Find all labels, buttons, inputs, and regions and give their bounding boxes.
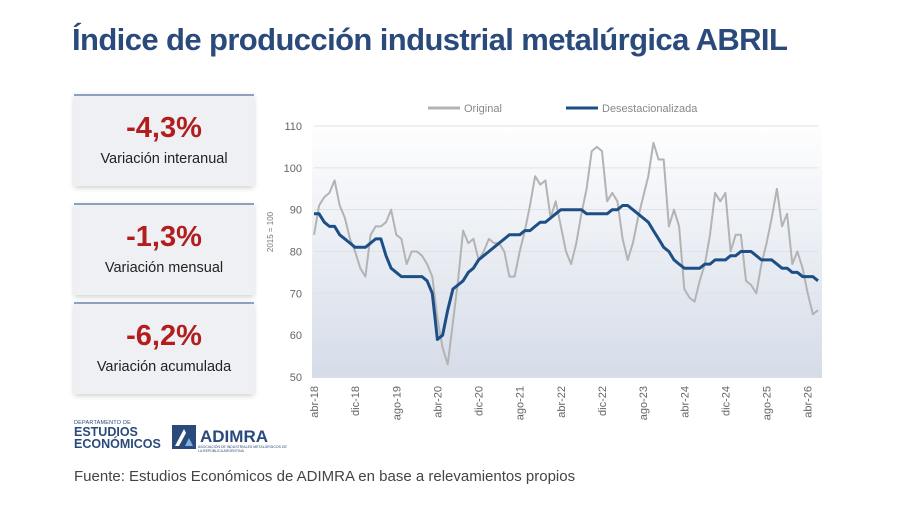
y-tick-label: 110: [284, 121, 302, 133]
estudios-economicos-logo: DEPARTAMENTO DE ESTUDIOS ECONÓMICOS: [74, 420, 161, 450]
card-acumulada: -6,2% Variación acumulada: [74, 302, 254, 394]
legend-desestacionalizada-label: Desestacionalizada: [602, 103, 698, 115]
card-label: Variación mensual: [104, 260, 224, 276]
y-tick-label: 50: [290, 372, 302, 384]
adimra-mark-icon: [172, 425, 196, 449]
grid-lines: [314, 125, 818, 378]
x-tick-label: dic-20: [474, 386, 486, 416]
card-value: -6,2%: [126, 320, 202, 352]
y-tick-label: 70: [290, 288, 302, 300]
adimra-wordmark: ADIMRA: [200, 427, 268, 446]
y-axis-label: 2015 = 100: [266, 211, 275, 252]
x-tick-label: ago-19: [391, 386, 403, 420]
card-interanual: -4,3% Variación interanual: [74, 94, 254, 186]
x-tick-label: dic-22: [597, 386, 609, 416]
x-tick-label: abr-26: [803, 386, 815, 418]
x-tick-label: abr-18: [309, 386, 321, 418]
logo-dept-line1: ESTUDIOS: [74, 425, 138, 439]
y-tick-label: 90: [290, 205, 302, 217]
x-tick-label: ago-21: [515, 386, 527, 420]
logo-dept-line2: ECONÓMICOS: [74, 437, 161, 451]
logo-dept-small: DEPARTAMENTO DE: [74, 420, 131, 426]
card-value: -1,3%: [126, 221, 202, 253]
series-desestacionalizada-line: [314, 204, 819, 341]
x-tick-label: dic-18: [350, 386, 362, 416]
x-tick-label: dic-24: [720, 386, 732, 416]
page-title: Índice de producción industrial metalúrg…: [72, 22, 788, 57]
legend-original-label: Original: [464, 103, 502, 115]
adimra-subtitle: ASOCIACIÓN DE INDUSTRIALES METALÚRGICOS …: [198, 445, 287, 453]
card-mensual: -1,3% Variación mensual: [74, 203, 254, 295]
x-tick-label: ago-23: [638, 386, 650, 420]
x-tick-labels: abr-18 dic-18 ago-19 abr-20 dic-20 ago-21 abr-…: [309, 386, 815, 420]
x-tick-label: abr-24: [679, 386, 691, 418]
x-tick-label: abr-22: [556, 386, 568, 418]
series-lines: [313, 141, 819, 366]
card-value: -4,3%: [126, 112, 202, 144]
plot-area: [312, 120, 822, 378]
source-note: Fuente: Estudios Económicos de ADIMRA en…: [74, 468, 576, 485]
y-tick-label: 100: [284, 163, 302, 175]
adimra-logo: ADIMRA ASOCIACIÓN DE INDUSTRIALES METALÚ…: [172, 424, 287, 453]
y-tick-label: 60: [290, 330, 302, 342]
series-original-line: [313, 141, 819, 366]
x-tick-label: abr-20: [432, 386, 444, 418]
legend: Original Desestacionalizada: [428, 103, 698, 115]
x-tick-label: ago-25: [762, 386, 774, 420]
y-tick-labels: 50 60 70 80 90 100 110: [284, 121, 302, 384]
card-label: Variación acumulada: [96, 359, 232, 375]
card-label: Variación interanual: [100, 151, 228, 167]
y-tick-label: 80: [290, 247, 302, 259]
